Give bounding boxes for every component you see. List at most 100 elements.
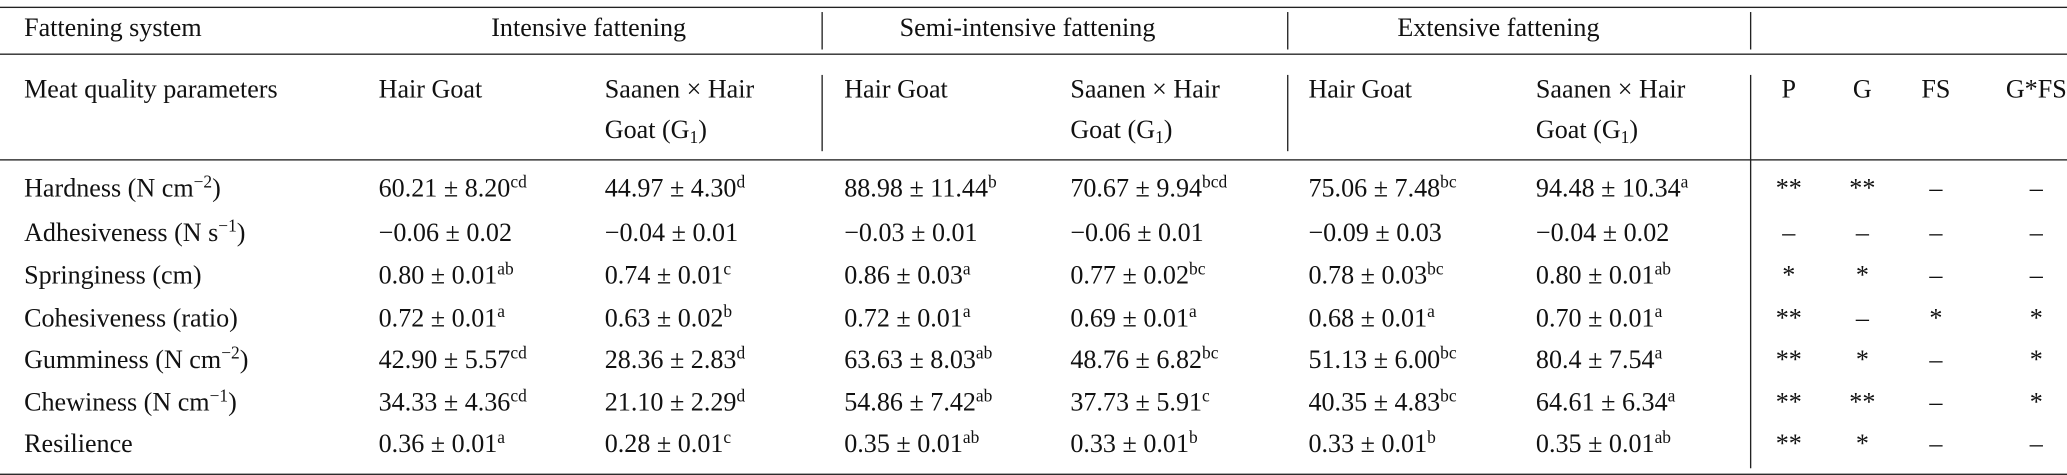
text: 37.73 ± 5.91	[1070, 389, 1203, 418]
text: 64.61 ± 6.34	[1535, 389, 1668, 418]
significance: **	[1749, 304, 1829, 336]
significance: –	[1996, 218, 2067, 250]
value: 51.13 ± 6.00bc	[1308, 344, 1456, 377]
text: )	[236, 219, 246, 248]
group-header: Semi-intensive fattening	[800, 13, 1255, 45]
superscript: cd	[510, 171, 527, 192]
superscript: bc	[1440, 171, 1457, 192]
text: 0.80 ± 0.01	[378, 262, 498, 291]
text: −0.04 ± 0.02	[1535, 219, 1670, 248]
significance: –	[1996, 261, 2067, 293]
value: 0.86 ± 0.03a	[844, 258, 971, 293]
subscript: 1	[1155, 127, 1164, 148]
value: 0.28 ± 0.01c	[605, 428, 731, 461]
value: 0.80 ± 0.01ab	[1536, 260, 1671, 293]
text: P	[1781, 76, 1797, 105]
text: −0.04 ± 0.01	[604, 219, 739, 248]
subscript: 1	[689, 127, 699, 148]
text: 60.21 ± 8.20	[378, 175, 511, 204]
text: G*FS	[2005, 76, 2067, 105]
value: 64.61 ± 6.34a	[1535, 387, 1675, 420]
text: 70.67 ± 9.94	[1070, 175, 1203, 204]
column-separator	[1287, 12, 1289, 50]
text: –	[1929, 175, 1943, 204]
superscript: b	[1427, 426, 1436, 447]
text: Saanen × Hair Goat (G	[604, 76, 755, 145]
value: −0.06 ± 0.02	[379, 218, 512, 250]
text: 54.86 ± 7.42	[844, 389, 976, 418]
text: Adhesiveness (N s	[24, 219, 219, 248]
text: Fattening system	[24, 14, 202, 43]
text: –	[1855, 219, 1869, 248]
stat-header: G	[1822, 75, 1902, 107]
text: 44.97 ± 4.30	[604, 175, 737, 204]
value: 0.74 ± 0.01c	[605, 260, 731, 293]
text: 0.33 ± 0.01	[1308, 430, 1428, 459]
stat-header: P	[1749, 75, 1829, 107]
value: 0.35 ± 0.01ab	[844, 428, 979, 461]
header-rule	[0, 53, 2067, 55]
text: **	[1849, 389, 1876, 418]
text: )	[212, 175, 221, 204]
significance: –	[1822, 304, 1902, 336]
superscript: b	[1188, 426, 1198, 447]
text: )	[1629, 116, 1639, 145]
value: 0.63 ± 0.02b	[605, 301, 733, 336]
superscript: a	[1654, 301, 1663, 322]
value: 0.36 ± 0.01a	[378, 428, 505, 461]
text: 0.68 ± 0.01	[1308, 305, 1428, 334]
significance: –	[1896, 388, 1976, 420]
value: 0.77 ± 0.02bc	[1070, 260, 1205, 293]
parameter: Resilience	[24, 429, 133, 461]
parameter: Chewiness (N cm−1)	[24, 387, 237, 420]
value: −0.04 ± 0.01	[605, 218, 738, 250]
text: 0.35 ± 0.01	[844, 430, 963, 459]
value: −0.06 ± 0.01	[1070, 218, 1203, 250]
text: 0.36 ± 0.01	[378, 430, 498, 459]
value: 0.80 ± 0.01ab	[378, 260, 514, 293]
superscript: −2	[193, 171, 213, 192]
column-separator	[1749, 74, 1752, 469]
superscript: a	[962, 258, 971, 279]
text: 48.76 ± 6.82	[1070, 346, 1203, 375]
superscript: ab	[1654, 426, 1672, 447]
column-header: Saanen × Hair Goat (G1)	[605, 71, 806, 151]
significance: **	[1822, 388, 1902, 420]
header-label: Fattening system	[24, 13, 202, 45]
value: 0.72 ± 0.01a	[379, 302, 505, 336]
stat-header: G*FS	[1996, 75, 2067, 107]
text: )	[228, 389, 237, 418]
superscript: b	[988, 171, 997, 192]
text: )	[698, 116, 707, 145]
text: FS	[1921, 76, 1951, 105]
value: 0.70 ± 0.01a	[1535, 301, 1663, 336]
text: 0.77 ± 0.02	[1070, 262, 1189, 291]
text: **	[1775, 346, 1802, 375]
text: Hair Goat	[1308, 76, 1413, 105]
text: 21.10 ± 2.29	[604, 389, 737, 418]
text: –	[1929, 219, 1943, 248]
superscript: d	[736, 342, 746, 363]
significance: –	[1896, 261, 1976, 293]
significance: –	[1896, 345, 1976, 377]
significance: **	[1749, 388, 1829, 420]
significance: –	[1996, 429, 2067, 461]
value: 0.33 ± 0.01b	[1070, 426, 1198, 461]
header-rule	[0, 159, 2067, 161]
text: *	[1782, 262, 1796, 291]
text: –	[1855, 305, 1869, 334]
top-rule	[0, 6, 2067, 9]
significance: *	[1822, 261, 1902, 293]
text: Cohesiveness (ratio)	[24, 305, 238, 334]
superscript: bc	[1202, 342, 1219, 363]
superscript: b	[723, 301, 733, 322]
text: –	[1929, 346, 1943, 375]
text: Chewiness (N cm	[24, 389, 210, 418]
column-header: Saanen × Hair Goat (G1)	[1070, 71, 1271, 151]
significance: *	[1822, 429, 1902, 461]
text: Intensive fattening	[491, 14, 687, 43]
text: 0.33 ± 0.01	[1070, 430, 1189, 459]
significance: *	[1996, 345, 2067, 377]
text: G	[1852, 76, 1872, 105]
text: 0.70 ± 0.01	[1535, 305, 1655, 334]
